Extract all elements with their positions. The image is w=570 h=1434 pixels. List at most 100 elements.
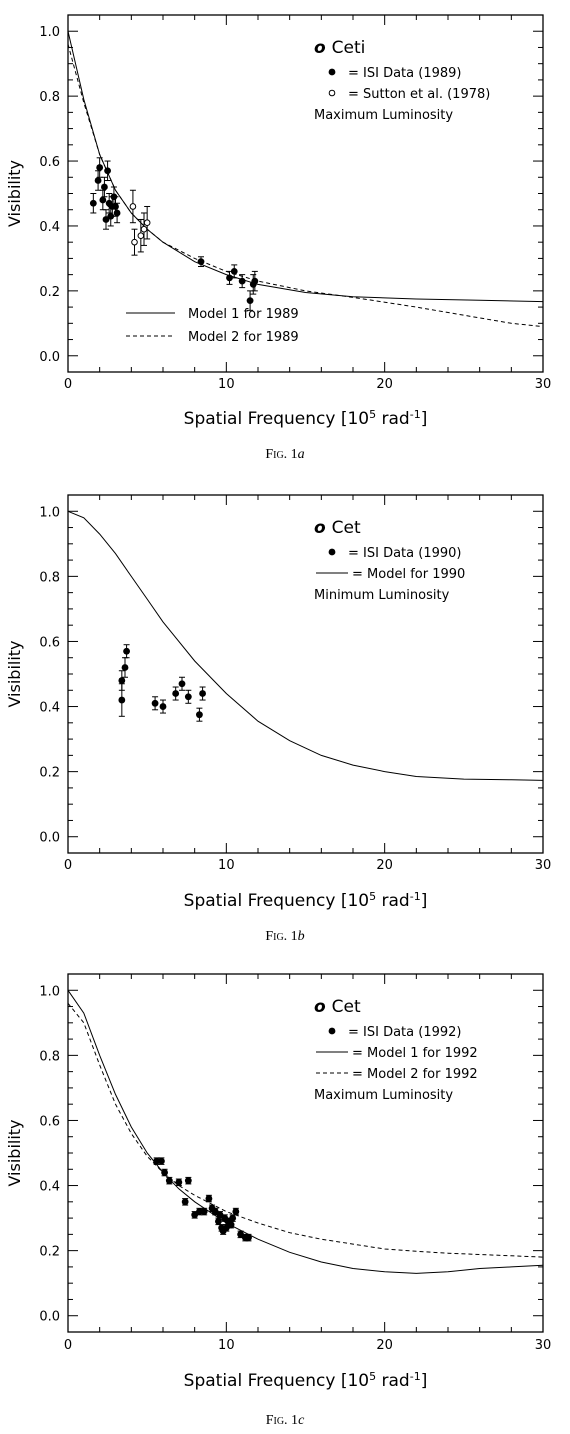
data-point — [118, 696, 126, 704]
data-point — [161, 1169, 168, 1176]
y-tick-label: 0.2 — [39, 285, 60, 300]
y-axis-label: Visibility — [5, 160, 24, 227]
data-point — [184, 693, 192, 701]
x-tick-label: 0 — [64, 1338, 72, 1353]
x-axis-label: Spatial Frequency [105 rad-1] — [184, 890, 428, 912]
legend-star-name: o Cet — [314, 518, 361, 538]
data-point — [215, 1217, 222, 1225]
data-point — [238, 277, 246, 285]
legend-label: = Model 2 for 1992 — [352, 1067, 478, 1082]
data-point — [102, 216, 110, 223]
data-point-open — [131, 238, 138, 246]
x-tick-label: 30 — [535, 377, 552, 392]
y-tick-label: 0.8 — [39, 570, 60, 585]
legend-marker-filled — [328, 68, 336, 76]
data-point — [172, 690, 180, 697]
y-tick-label: 1.0 — [39, 984, 60, 999]
series-line-solid — [67, 990, 544, 1274]
y-tick-label: 0.6 — [39, 635, 60, 650]
figure-caption: Fig. 1c — [266, 1413, 305, 1428]
data-point — [237, 1230, 244, 1238]
x-tick-label: 20 — [376, 858, 393, 873]
x-axis-label: Spatial Frequency [105 rad-1] — [184, 408, 428, 430]
chart-1c: 0 10 20 30 0.0 0.2 0.4 0.6 0.8 1.0 Visibility Spati… — [5, 973, 552, 1428]
x-tick-label: 30 — [535, 858, 552, 873]
y-tick-label: 0.0 — [39, 350, 60, 365]
bottom-legend-label: Model 2 for 1989 — [188, 330, 299, 345]
data-point — [112, 203, 119, 210]
chart-1b: 0 10 20 30 0.0 0.2 0.4 0.6 0.8 1.0 Visibility Spati… — [5, 494, 552, 944]
y-tick-label: 0.8 — [39, 1049, 60, 1064]
data-point — [184, 1177, 192, 1185]
x-tick-label: 20 — [376, 1338, 393, 1353]
series-line-solid — [67, 31, 544, 303]
series-line-dashed — [67, 1002, 544, 1258]
y-axis-label: Visibility — [5, 1119, 24, 1186]
y-axis-label: Visibility — [5, 640, 24, 707]
x-tick-label: 10 — [218, 377, 235, 392]
plot-frame — [67, 973, 544, 1333]
data-point — [118, 677, 126, 684]
data-point-open — [140, 225, 148, 233]
data-point — [196, 1208, 203, 1215]
y-tick-label: 0.4 — [39, 701, 60, 716]
legend-label: Maximum Luminosity — [314, 1088, 453, 1103]
data-point — [159, 703, 167, 710]
data-point — [197, 258, 205, 266]
data-point — [123, 647, 130, 655]
figure-1b: 0 10 20 30 0.0 0.2 0.4 0.6 0.8 1.0 Visibility Spati… — [0, 478, 570, 948]
x-tick-label: 20 — [376, 377, 393, 392]
x-tick-label: 30 — [535, 1338, 552, 1353]
data-point — [101, 183, 108, 191]
figure-caption: Fig. 1a — [265, 447, 304, 462]
y-tick-label: 0.6 — [39, 1114, 60, 1129]
data-point — [199, 690, 206, 697]
x-tick-label: 10 — [218, 858, 235, 873]
series-line-dashed — [67, 44, 544, 328]
y-tick-label: 0.8 — [39, 90, 60, 105]
chart-1a: 0 10 20 30 0.0 0.2 0.4 0.6 0.8 1.0 Visibility Spati… — [5, 14, 552, 462]
data-point — [226, 274, 233, 282]
y-tick-label: 1.0 — [39, 505, 60, 520]
data-point — [227, 1221, 235, 1228]
legend-star-name: o Cet — [314, 997, 361, 1017]
data-point — [205, 1195, 213, 1202]
legend-star-name: o Ceti — [314, 38, 365, 58]
legend-label: = ISI Data (1992) — [348, 1025, 461, 1040]
x-tick-label: 10 — [218, 1338, 235, 1353]
legend-label: = Sutton et al. (1978) — [348, 87, 490, 102]
data-point — [200, 1208, 208, 1215]
legend-marker-open — [328, 89, 336, 97]
y-tick-label: 0.4 — [39, 220, 60, 235]
data-point-open — [129, 203, 137, 210]
y-tick-label: 0.0 — [39, 831, 60, 846]
bottom-legend-label: Model 1 for 1989 — [188, 307, 299, 322]
data-point — [89, 199, 97, 207]
data-point — [96, 164, 104, 171]
data-point — [178, 680, 186, 688]
data-point — [175, 1178, 183, 1186]
data-point — [246, 297, 254, 304]
data-point — [230, 267, 238, 275]
legend-label: = ISI Data (1990) — [348, 546, 461, 561]
data-point — [158, 1157, 165, 1165]
x-tick-label: 0 — [64, 858, 72, 873]
data-point — [216, 1211, 224, 1219]
y-tick-label: 0.4 — [39, 1180, 60, 1195]
data-point — [151, 699, 159, 707]
y-tick-label: 0.0 — [39, 1310, 60, 1325]
legend-marker-filled — [328, 548, 336, 556]
data-point-open — [143, 219, 151, 227]
data-point — [99, 196, 107, 204]
y-tick-label: 0.2 — [39, 1245, 60, 1260]
legend-label: = Model for 1990 — [352, 567, 465, 582]
data-point — [181, 1198, 189, 1206]
legend-label: = Model 1 for 1992 — [352, 1046, 478, 1061]
data-point — [245, 1234, 252, 1242]
x-axis-label: Spatial Frequency [105 rad-1] — [184, 1370, 428, 1392]
data-point — [196, 711, 203, 719]
legend-label: = ISI Data (1989) — [348, 66, 461, 81]
data-point — [153, 1157, 161, 1165]
series-line-solid — [67, 510, 544, 781]
plot-frame — [67, 494, 544, 854]
